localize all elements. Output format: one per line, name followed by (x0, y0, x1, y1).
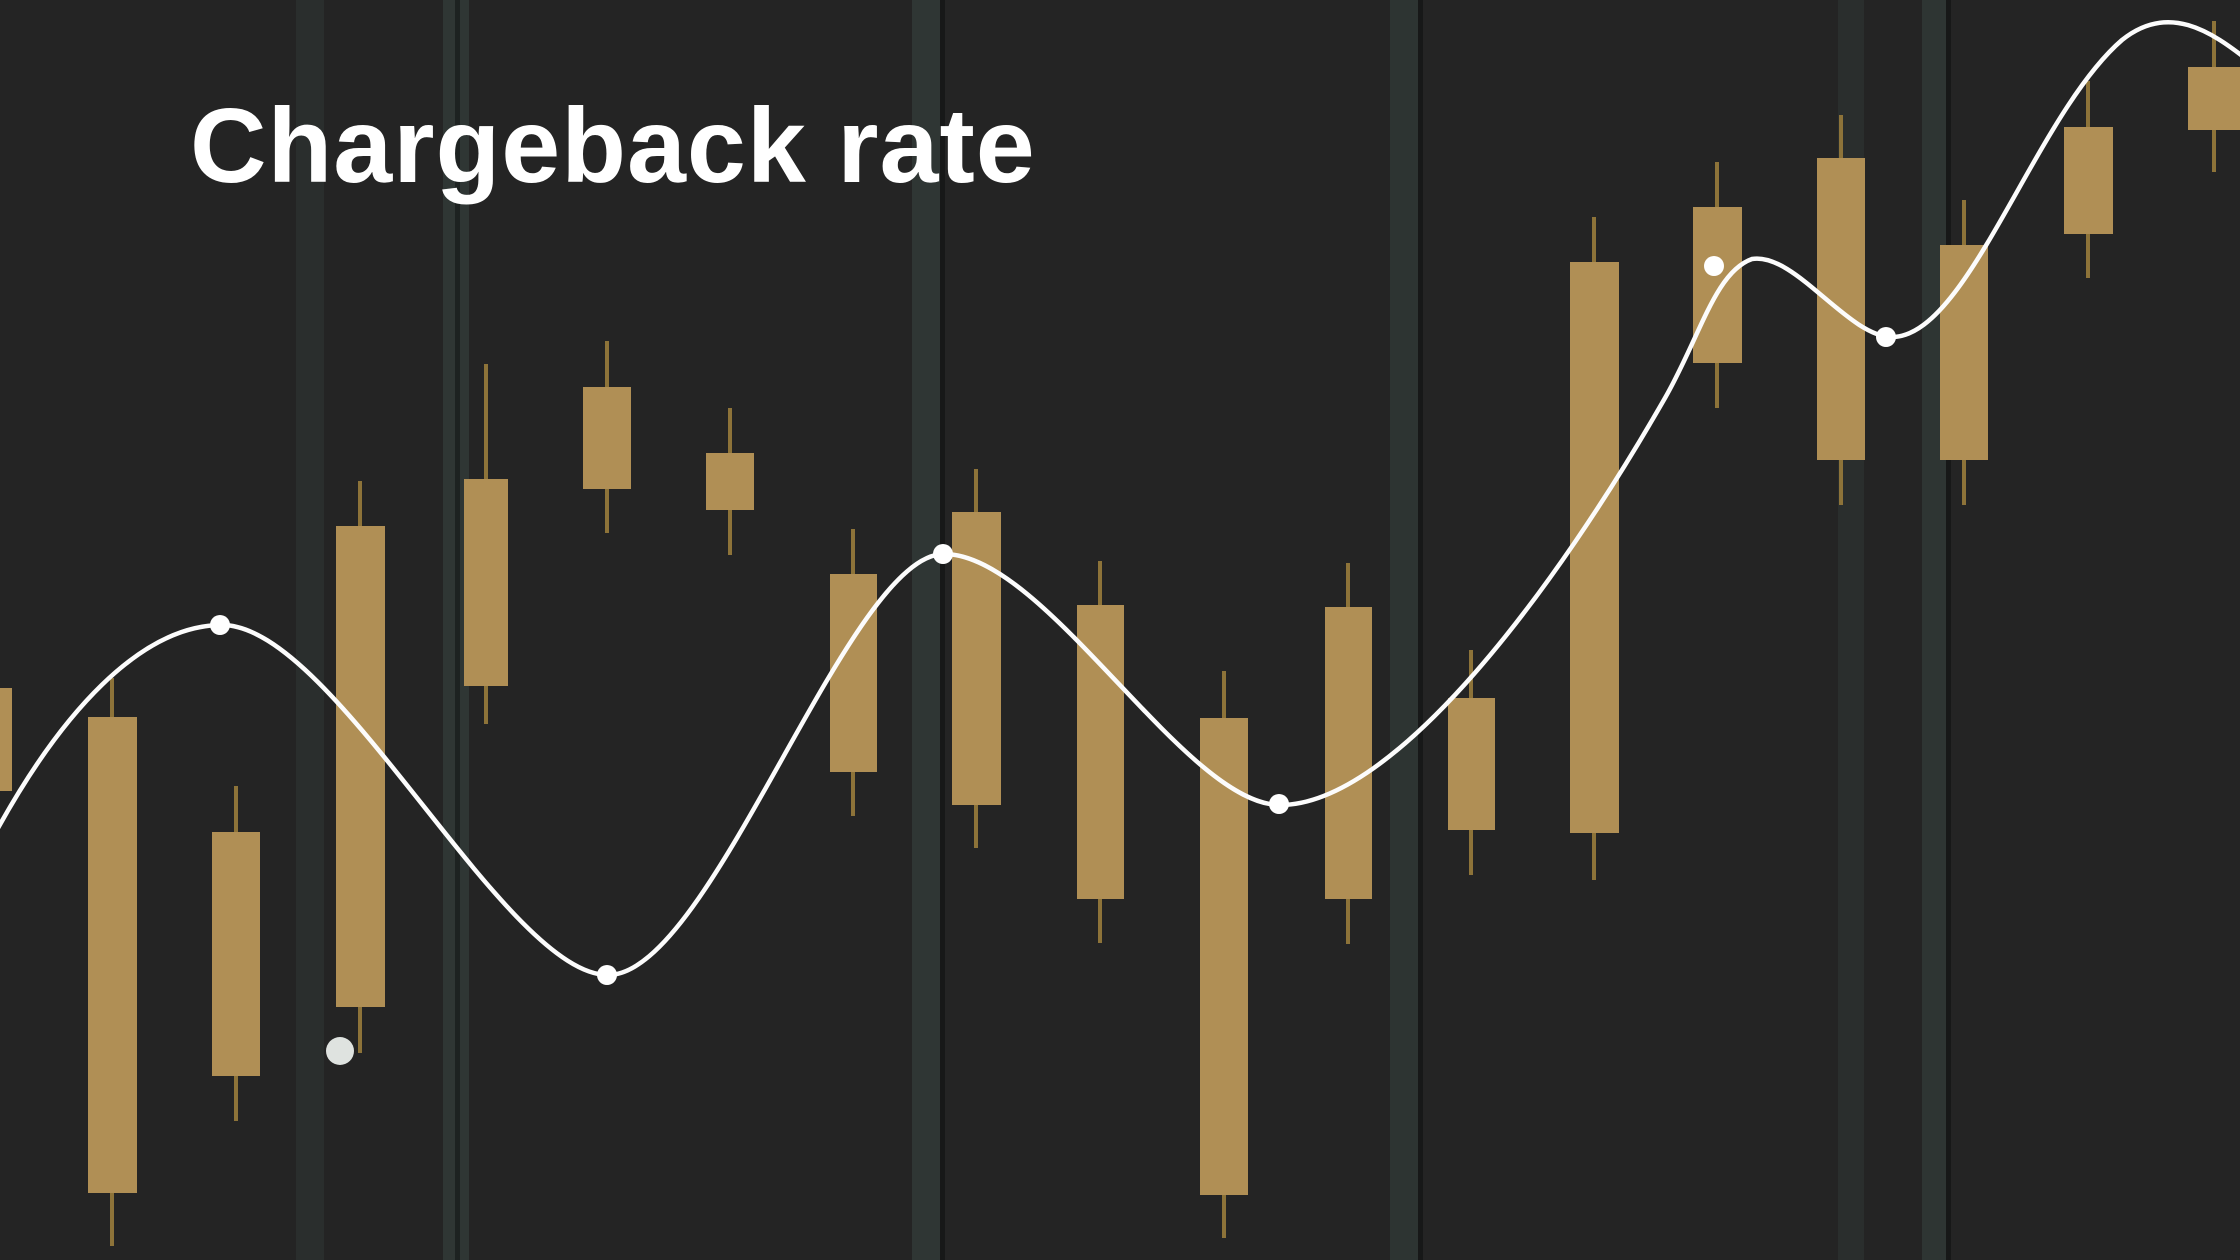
candle-body (1076, 605, 1124, 899)
trend-point (597, 965, 617, 985)
page-title: Chargeback rate (190, 87, 1036, 205)
candlestick (212, 786, 260, 1121)
candle-body (335, 526, 385, 1007)
candlestick (2063, 81, 2113, 278)
candle-body (1447, 698, 1495, 830)
trend-point (1876, 327, 1896, 347)
candlestick (583, 341, 631, 533)
trend-point (1269, 794, 1289, 814)
candle-body (1569, 262, 1619, 833)
candle-body (583, 387, 631, 489)
candle-body (0, 688, 12, 791)
candlestick (335, 481, 385, 1053)
candle-body (464, 479, 508, 686)
candle-body (2063, 127, 2113, 234)
candlestick (1569, 217, 1619, 880)
candle-body (212, 832, 260, 1076)
candle-body (706, 453, 754, 510)
candlestick (1076, 561, 1124, 943)
candle-body (87, 717, 137, 1193)
candlestick (1200, 671, 1248, 1238)
candlestick (1692, 162, 1742, 408)
candlestick (829, 529, 877, 816)
trend-point (933, 544, 953, 564)
muted-point (326, 1037, 354, 1065)
trend-point (210, 615, 230, 635)
candle-body (2188, 67, 2240, 130)
candlestick (0, 688, 12, 791)
candlestick (2188, 21, 2240, 172)
candle-body (1324, 607, 1372, 899)
trend-point (1704, 256, 1724, 276)
candlestick (87, 678, 137, 1246)
candlestick (464, 364, 508, 724)
candle-body (1200, 718, 1248, 1195)
candle-body (829, 574, 877, 772)
trend-dots (210, 256, 1896, 1065)
candlestick (1447, 650, 1495, 875)
trend-line (0, 20, 2240, 978)
candlestick (706, 408, 754, 555)
candle-body (1692, 207, 1742, 363)
candlestick (1324, 563, 1372, 944)
